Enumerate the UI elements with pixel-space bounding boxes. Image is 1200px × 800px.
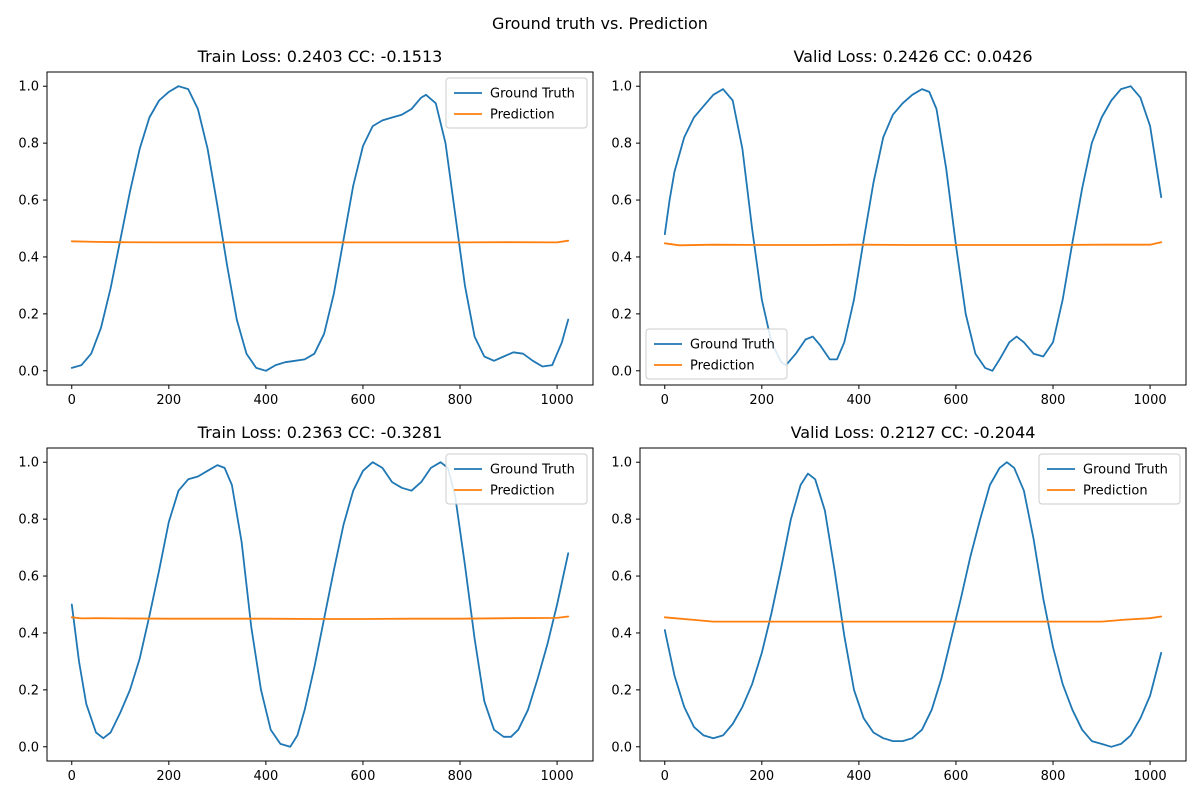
y-tick-label: 1.0 bbox=[18, 80, 39, 95]
y-tick-label: 0.8 bbox=[611, 513, 632, 528]
legend-label-prediction: Prediction bbox=[1083, 484, 1148, 499]
x-tick-label: 800 bbox=[448, 769, 473, 784]
legend-label-ground-truth: Ground Truth bbox=[690, 338, 775, 353]
ground-truth-line bbox=[70, 461, 570, 748]
axes-frame bbox=[46, 71, 594, 386]
axes-frame bbox=[639, 71, 1187, 386]
legend-box bbox=[445, 453, 588, 505]
x-tick-label: 1000 bbox=[541, 769, 574, 784]
x-tick-label: 600 bbox=[944, 769, 969, 784]
legend-label-prediction: Prediction bbox=[490, 108, 555, 123]
x-tick-label: 200 bbox=[749, 393, 774, 408]
y-tick-label: 0.6 bbox=[611, 194, 632, 209]
ground-truth-line bbox=[70, 85, 570, 372]
y-tick-label: 0.6 bbox=[18, 570, 39, 585]
prediction-line bbox=[70, 615, 570, 620]
prediction-line bbox=[70, 239, 570, 244]
axes-layer: 0 200 400 600 800 1000 0.0 0.2 0.4 0.6 0.8 1.0 Train… bbox=[18, 47, 1187, 784]
y-tick-label: 1.0 bbox=[611, 456, 632, 471]
ground-truth-line bbox=[663, 461, 1163, 748]
legend: Ground Truth Prediction bbox=[1038, 453, 1181, 505]
legend: Ground Truth Prediction bbox=[445, 77, 588, 129]
x-tick-label: 200 bbox=[749, 769, 774, 784]
prediction-line bbox=[663, 241, 1163, 247]
y-tick-label: 0.4 bbox=[611, 626, 632, 641]
x-tick-label: 800 bbox=[1041, 393, 1066, 408]
legend: Ground Truth Prediction bbox=[645, 328, 788, 380]
x-tick-label: 1000 bbox=[1134, 393, 1167, 408]
x-tick-label: 200 bbox=[156, 769, 181, 784]
x-tick-label: 0 bbox=[68, 769, 76, 784]
subplot-title: Train Loss: 0.2363 CC: -0.3281 bbox=[197, 423, 443, 442]
legend-label-prediction: Prediction bbox=[490, 484, 555, 499]
axes-frame bbox=[46, 447, 594, 762]
y-tick-label: 0.6 bbox=[611, 570, 632, 585]
prediction-line bbox=[663, 615, 1163, 623]
subplot-1: 0 200 400 600 800 1000 0.0 0.2 0.4 0.6 0.8 1.0 Train… bbox=[18, 47, 594, 408]
legend-label-ground-truth: Ground Truth bbox=[490, 463, 575, 478]
subplot-4: 0 200 400 600 800 1000 0.0 0.2 0.4 0.6 0.8 1.0 Valid… bbox=[611, 423, 1187, 784]
y-tick-label: 0.2 bbox=[18, 307, 39, 322]
legend-box bbox=[445, 77, 588, 129]
y-tick-label: 0.0 bbox=[18, 364, 39, 379]
x-tick-label: 400 bbox=[253, 393, 278, 408]
x-tick-label: 1000 bbox=[541, 393, 574, 408]
x-tick-label: 200 bbox=[156, 393, 181, 408]
axes-frame bbox=[639, 447, 1187, 762]
y-tick-label: 0.2 bbox=[18, 683, 39, 698]
y-tick-label: 1.0 bbox=[611, 80, 632, 95]
y-tick-label: 0.8 bbox=[611, 137, 632, 152]
legend-box bbox=[1038, 453, 1181, 505]
legend: Ground Truth Prediction bbox=[445, 453, 588, 505]
subplot-title: Valid Loss: 0.2127 CC: -0.2044 bbox=[791, 423, 1036, 442]
legend-label-prediction: Prediction bbox=[690, 359, 755, 374]
y-tick-label: 0.8 bbox=[18, 137, 39, 152]
x-tick-label: 600 bbox=[351, 769, 376, 784]
y-tick-label: 0.6 bbox=[18, 194, 39, 209]
y-tick-label: 0.0 bbox=[18, 740, 39, 755]
x-tick-label: 0 bbox=[661, 769, 669, 784]
x-tick-label: 400 bbox=[846, 393, 871, 408]
y-tick-label: 0.2 bbox=[611, 307, 632, 322]
x-tick-label: 1000 bbox=[1134, 769, 1167, 784]
x-tick-label: 800 bbox=[1041, 769, 1066, 784]
legend-label-ground-truth: Ground Truth bbox=[490, 87, 575, 102]
subplot-title: Train Loss: 0.2403 CC: -0.1513 bbox=[197, 47, 443, 66]
subplot-3: 0 200 400 600 800 1000 0.0 0.2 0.4 0.6 0.8 1.0 Train… bbox=[18, 423, 594, 784]
y-tick-label: 0.4 bbox=[18, 626, 39, 641]
x-tick-label: 400 bbox=[253, 769, 278, 784]
y-tick-label: 0.4 bbox=[18, 250, 39, 265]
subplot-title: Valid Loss: 0.2426 CC: 0.0426 bbox=[793, 47, 1032, 66]
x-tick-label: 600 bbox=[944, 393, 969, 408]
y-tick-label: 1.0 bbox=[18, 456, 39, 471]
x-tick-label: 400 bbox=[846, 769, 871, 784]
y-tick-label: 0.8 bbox=[18, 513, 39, 528]
y-tick-label: 0.4 bbox=[611, 250, 632, 265]
ground-truth-line bbox=[663, 85, 1163, 372]
subplot-2: 0 200 400 600 800 1000 0.0 0.2 0.4 0.6 0.8 1.0 Valid… bbox=[611, 47, 1187, 408]
figure-suptitle: Ground truth vs. Prediction bbox=[492, 14, 708, 33]
x-tick-label: 600 bbox=[351, 393, 376, 408]
legend-box bbox=[645, 328, 788, 380]
y-tick-label: 0.0 bbox=[611, 740, 632, 755]
y-tick-label: 0.0 bbox=[611, 364, 632, 379]
x-tick-label: 800 bbox=[448, 393, 473, 408]
x-tick-label: 0 bbox=[68, 393, 76, 408]
legend-label-ground-truth: Ground Truth bbox=[1083, 463, 1168, 478]
x-tick-label: 0 bbox=[661, 393, 669, 408]
y-tick-label: 0.2 bbox=[611, 683, 632, 698]
